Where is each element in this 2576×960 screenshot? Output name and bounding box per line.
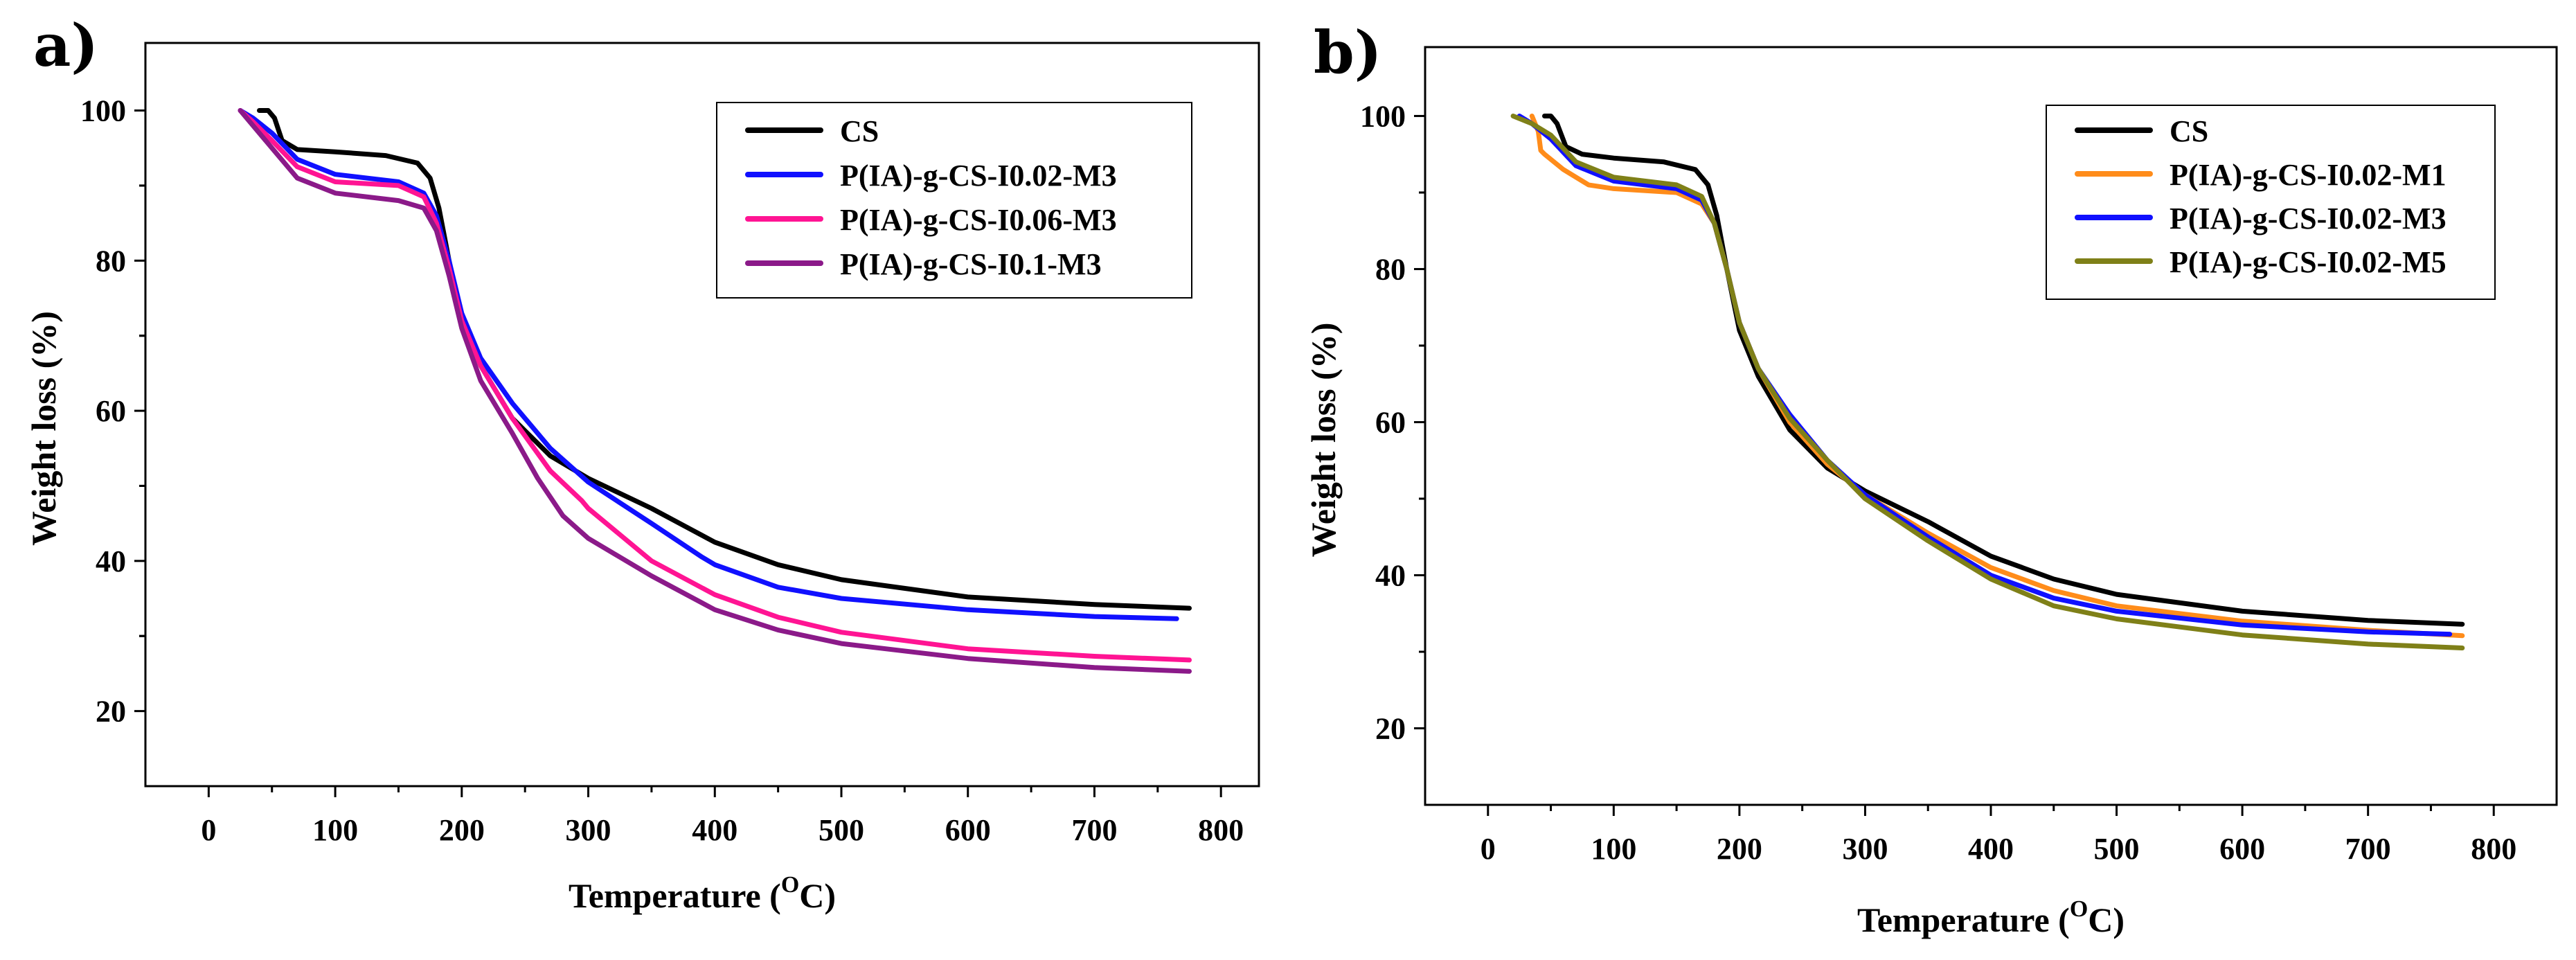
x-tick-label: 300 — [1842, 832, 1888, 866]
x-tick-label: 400 — [692, 813, 737, 847]
panel-label: a) — [33, 11, 98, 80]
y-tick-label: 60 — [1375, 405, 1406, 439]
x-tick-label: 700 — [2345, 832, 2391, 866]
x-tick-label: 800 — [1198, 813, 1244, 847]
y-axis-title: Weight loss (%) — [24, 311, 63, 546]
x-tick-label: 300 — [566, 813, 611, 847]
x-tick-label: 600 — [945, 813, 991, 847]
x-axis-title-main: Temperature ( — [1857, 900, 2070, 939]
y-tick-label: 40 — [1375, 558, 1406, 592]
y-tick-label: 80 — [96, 244, 126, 278]
y-tick-label: 100 — [1360, 99, 1406, 133]
legend-label: P(IA)-g-CS-I0.06-M3 — [840, 203, 1117, 237]
legend: CS P(IA)-g-CS-I0.02-M3 P(IA)-g-CS-I0.06-M3… — [716, 102, 1192, 299]
series-line-0 — [1542, 114, 2465, 627]
chart-panel-b: b) 0 100 200 300 400 500 600 700 800 20 40 60 80 100 Te… — [1304, 18, 2558, 939]
series-line-3 — [238, 108, 1192, 674]
series-line-1 — [238, 108, 1179, 621]
x-axis-title-unit: C) — [799, 876, 836, 915]
x-axis-title: Temperature (OC) — [569, 872, 836, 915]
legend-label: P(IA)-g-CS-I0.02-M3 — [840, 159, 1117, 193]
x-tick-label: 500 — [819, 813, 864, 847]
x-tick-label: 200 — [439, 813, 485, 847]
legend-label: P(IA)-g-CS-I0.1-M3 — [840, 247, 1102, 281]
y-tick-label: 20 — [1375, 711, 1406, 745]
x-axis-title: Temperature (OC) — [1857, 896, 2125, 939]
chart-panel-a: a) 0 100 200 300 400 500 600 700 800 20 40 60 80 100 Te… — [24, 11, 1260, 915]
legend: CS P(IA)-g-CS-I0.02-M1 P(IA)-g-CS-I0.02-M3… — [2046, 105, 2496, 300]
y-tick-label: 20 — [96, 695, 126, 729]
plot-frame — [144, 42, 1260, 788]
legend-box — [2046, 105, 2496, 300]
y-tick-label: 80 — [1375, 252, 1406, 286]
legend-label: CS — [840, 114, 879, 148]
legend-label: P(IA)-g-CS-I0.02-M1 — [2170, 158, 2447, 192]
y-tick-label: 100 — [80, 94, 126, 128]
y-tick-label: 60 — [96, 394, 126, 428]
legend-label: P(IA)-g-CS-I0.02-M3 — [2170, 202, 2447, 235]
x-axis-title-unit: C) — [2088, 900, 2125, 939]
y-axis-title: Weight loss (%) — [1304, 323, 1343, 558]
x-tick-label: 800 — [2471, 832, 2516, 866]
x-tick-label: 600 — [2219, 832, 2265, 866]
x-axis-title-superscript: O — [781, 872, 799, 898]
panel-label: b) — [1314, 18, 1381, 87]
x-tick-label: 500 — [2094, 832, 2140, 866]
y-tick-label: 40 — [96, 544, 126, 578]
x-tick-label: 0 — [201, 813, 216, 847]
series-line-3 — [1510, 114, 2465, 650]
series-line-2 — [238, 108, 1192, 663]
legend-label: P(IA)-g-CS-I0.02-M5 — [2170, 245, 2447, 279]
x-axis-title-main: Temperature ( — [569, 876, 781, 915]
x-tick-label: 100 — [312, 813, 358, 847]
x-tick-label: 400 — [1968, 832, 2014, 866]
x-tick-label: 100 — [1591, 832, 1636, 866]
legend-label: CS — [2170, 114, 2208, 148]
x-tick-label: 200 — [1717, 832, 1762, 866]
x-axis-title-superscript: O — [2070, 896, 2088, 922]
x-tick-label: 0 — [1481, 832, 1496, 866]
x-tick-label: 700 — [1071, 813, 1117, 847]
